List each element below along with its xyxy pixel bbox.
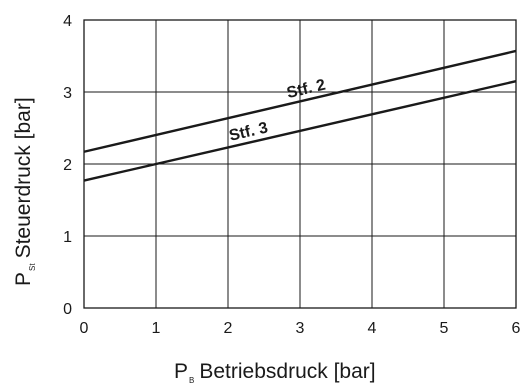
plot-frame <box>83 19 517 309</box>
x-tick-label-4: 4 <box>368 320 377 337</box>
y-tick-label-4: 4 <box>63 13 72 30</box>
y-axis-title: PSt Steuerdruck [bar] <box>12 97 37 286</box>
series-label-2: Stf. 3 <box>228 119 270 144</box>
y-tick-label-0: 0 <box>63 301 72 318</box>
y-axis-symbol: P <box>12 272 35 286</box>
y-tick-label-3: 3 <box>63 85 72 102</box>
x-tick-label-5: 5 <box>440 320 449 337</box>
x-tick-label-1: 1 <box>152 320 161 337</box>
series-line-2 <box>83 80 517 182</box>
y-tick-label-1: 1 <box>63 229 72 246</box>
x-tick-label-0: 0 <box>80 320 89 337</box>
x-axis-title: PB Betriebsdruck [bar] <box>174 360 376 385</box>
x-tick-label-3: 3 <box>296 320 305 337</box>
y-tick-label-2: 2 <box>63 157 72 174</box>
series-label-1: Stf. 2 <box>285 77 327 102</box>
x-tick-label-6: 6 <box>512 320 521 337</box>
y-axis-subscript: St <box>28 263 37 271</box>
y-axis-label: Steuerdruck [bar] <box>12 97 35 258</box>
y-tick-labels: 0 1 2 3 4 <box>63 13 72 318</box>
x-tick-label-2: 2 <box>224 320 233 337</box>
grid <box>83 19 517 309</box>
x-axis-subscript: B <box>189 376 194 385</box>
series-line-1 <box>83 49 517 153</box>
x-tick-labels: 0 1 2 3 4 5 6 <box>80 320 521 337</box>
series-layer: Stf. 2 Stf. 3 <box>83 49 517 182</box>
x-axis-label: Betriebsdruck [bar] <box>199 360 375 383</box>
x-axis-symbol: P <box>174 360 188 383</box>
